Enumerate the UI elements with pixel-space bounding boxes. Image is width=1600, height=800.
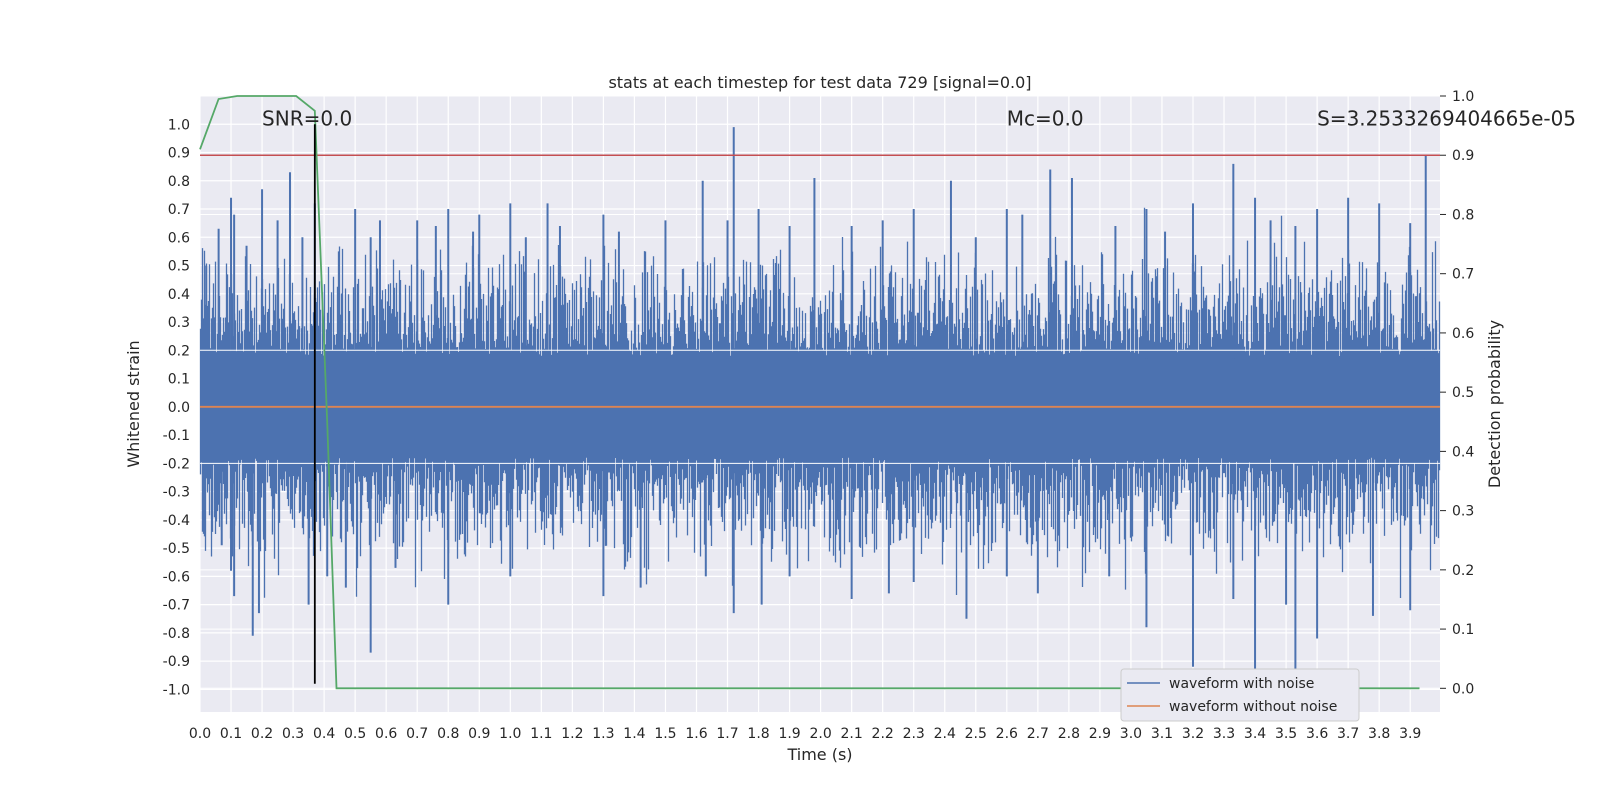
y2-tick-label: 1.0 [1452,89,1474,105]
x-tick-label: 1.2 [561,726,583,742]
y-tick-label: -0.5 [163,541,190,557]
y2-axis-label: Detection probability [1485,320,1504,488]
x-tick-label: 1.1 [530,726,552,742]
legend-box [1120,668,1360,722]
x-tick-label: 1.7 [716,726,738,742]
y2-tick-label: 0.8 [1452,207,1474,223]
x-tick-label: 3.8 [1368,726,1390,742]
x-tick-label: 1.9 [778,726,800,742]
y-tick-label: 0.0 [168,400,190,416]
legend-label-waveform-with-noise: waveform with noise [1169,676,1314,692]
x-tick-label: 0.5 [344,726,366,742]
x-axis-label: Time (s) [786,745,852,764]
x-tick-label: 2.4 [934,726,956,742]
x-tick-label: 3.3 [1213,726,1235,742]
y2-tick-label: 0.5 [1452,385,1474,401]
axis-ticks: 0.0 0.1 0.2 0.3 0.4 0.5 0.6 0.7 0.8 0.9 1.0 1.1 1.2 1… [163,89,1475,742]
x-tick-label: 1.4 [623,726,645,742]
x-tick-label: 0.6 [375,726,397,742]
x-tick-label: 2.5 [965,726,987,742]
x-tick-label: 2.7 [1027,726,1049,742]
y2-tick-label: 0.0 [1452,681,1474,697]
y-tick-label: -0.8 [163,626,190,642]
y-tick-label: -0.9 [163,654,190,670]
x-tick-label: 3.7 [1337,726,1359,742]
x-tick-label: 0.0 [189,726,211,742]
x-tick-label: 3.5 [1275,726,1297,742]
annotation-text: S=3.2533269404665e-05 [1317,106,1576,130]
x-tick-label: 2.3 [903,726,925,742]
y-tick-label: -0.4 [163,513,190,529]
x-tick-label: 1.5 [654,726,676,742]
y-tick-label: 0.5 [168,259,190,275]
x-tick-label: 2.0 [809,726,831,742]
x-tick-label: 1.8 [747,726,769,742]
x-tick-label: 3.9 [1399,726,1421,742]
annotation-text: SNR=0.0 [262,106,352,130]
y-tick-label: -0.6 [163,569,190,585]
x-tick-label: 3.0 [1120,726,1142,742]
y-tick-label: -0.3 [163,485,190,501]
y-tick-label: 0.8 [168,174,190,190]
y2-tick-label: 0.2 [1452,563,1474,579]
x-tick-label: 0.1 [220,726,242,742]
x-tick-label: 1.0 [499,726,521,742]
x-tick-label: 3.4 [1244,726,1266,742]
y-tick-label: 0.4 [168,287,190,303]
x-tick-label: 3.6 [1306,726,1328,742]
chart-title: stats at each timestep for test data 729… [608,73,1031,92]
y2-tick-label: 0.7 [1452,267,1474,283]
y2-tick-label: 0.4 [1452,444,1474,460]
x-tick-label: 0.7 [406,726,428,742]
x-tick-label: 2.1 [841,726,863,742]
x-tick-label: 0.2 [251,726,273,742]
x-tick-label: 0.8 [437,726,459,742]
y2-tick-label: 0.9 [1452,148,1474,164]
x-tick-label: 0.9 [468,726,490,742]
y-tick-label: 0.2 [168,343,190,359]
annotation-text: Mc=0.0 [1007,106,1084,130]
x-tick-label: 1.3 [592,726,614,742]
series-overlays [199,95,1440,690]
x-tick-label: 3.1 [1151,726,1173,742]
x-tick-label: 2.6 [996,726,1018,742]
y-axis-label: Whitened strain [124,340,143,467]
x-tick-label: 1.6 [685,726,707,742]
x-tick-label: 2.2 [872,726,894,742]
legend-label-waveform-without-noise: waveform without noise [1169,699,1337,715]
y-tick-label: -0.1 [163,428,190,444]
y2-tick-label: 0.3 [1452,504,1474,520]
y-tick-label: 1.0 [168,117,190,133]
annotations: SNR=0.0 Mc=0.0 S=3.2533269404665e-05 [262,106,1576,130]
legend: waveform with noise waveform without noi… [1120,668,1360,722]
y-tick-label: 0.3 [168,315,190,331]
y-tick-label: 0.6 [168,230,190,246]
y2-tick-label: 0.6 [1452,326,1474,342]
y-tick-label: -0.7 [163,598,190,614]
x-tick-label: 3.2 [1182,726,1204,742]
y-tick-label: -1.0 [163,682,190,698]
y-tick-label: 0.7 [168,202,190,218]
y-tick-label: -0.2 [163,456,190,472]
y-tick-label: 0.1 [168,372,190,388]
x-tick-label: 2.9 [1089,726,1111,742]
x-tick-label: 0.4 [313,726,335,742]
x-tick-label: 2.8 [1058,726,1080,742]
y2-tick-label: 0.1 [1452,622,1474,638]
x-tick-label: 0.3 [282,726,304,742]
y-tick-label: 0.9 [168,146,190,162]
detection-probability-line [199,95,1420,690]
